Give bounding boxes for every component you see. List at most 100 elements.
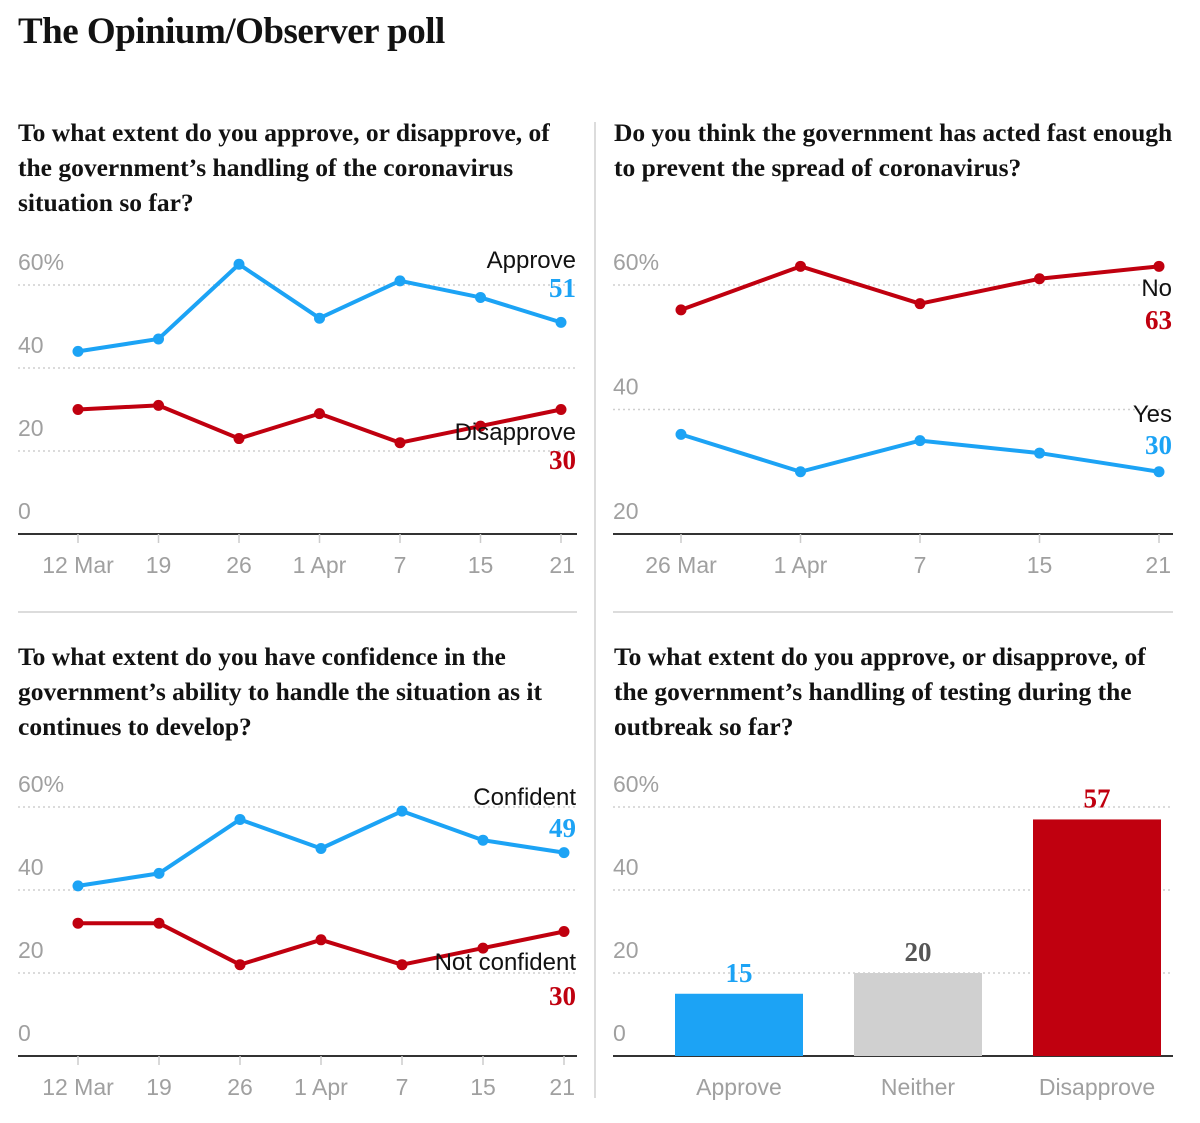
data-point: [795, 260, 806, 272]
x-tick-label: 21: [1145, 552, 1171, 578]
bar-value-label: 20: [905, 937, 932, 967]
chart1-title: To what extent do you approve, or disapp…: [18, 118, 550, 217]
data-point: [72, 880, 84, 892]
series-name-label: Disapprove: [455, 419, 576, 446]
series-value-label: 30: [1145, 430, 1172, 460]
chart4-title: To what extent do you approve, or disapp…: [614, 642, 1146, 741]
data-point: [153, 867, 165, 879]
y-tick-label: 60%: [613, 771, 659, 797]
x-tick-label: 1 Apr: [774, 552, 828, 578]
bar-neither: [854, 973, 982, 1056]
x-tick-label: 26: [226, 552, 252, 578]
x-tick-label: 26: [227, 1074, 253, 1100]
x-tick-label: 7: [396, 1074, 409, 1100]
x-tick-label: 21: [549, 1074, 575, 1100]
series-name-label: Approve: [487, 247, 576, 274]
data-point: [233, 258, 245, 270]
series-line-approve: [77, 262, 562, 354]
series-name-label: Not confident: [435, 949, 577, 976]
series-name-label: Yes: [1133, 401, 1172, 428]
data-point: [1153, 466, 1165, 478]
data-point: [153, 399, 164, 411]
data-point: [153, 333, 164, 345]
bar-approve: [675, 993, 803, 1056]
data-point: [555, 404, 567, 415]
series-value-label: 30: [549, 445, 576, 475]
x-tick-label: Neither: [881, 1074, 955, 1100]
data-point: [72, 404, 84, 415]
y-tick-label: 60%: [613, 249, 659, 275]
bar-disapprove: [1033, 819, 1161, 1056]
x-tick-label: 1 Apr: [294, 1074, 348, 1100]
data-point: [475, 420, 486, 432]
x-tick-label: 15: [1027, 552, 1053, 578]
data-point: [477, 942, 489, 954]
y-tick-label: 20: [18, 937, 44, 963]
y-tick-label: 40: [18, 332, 44, 358]
x-tick-label: Disapprove: [1039, 1074, 1155, 1100]
data-point: [914, 435, 926, 447]
data-point: [315, 843, 327, 854]
data-point: [558, 847, 570, 859]
bar-value-label: 15: [726, 958, 753, 988]
x-tick-label: 26 Mar: [645, 552, 717, 578]
series-name-label: Confident: [473, 784, 576, 811]
data-point: [1034, 447, 1045, 459]
data-point: [914, 298, 926, 310]
page-title: The Opinium/Observer poll: [18, 11, 445, 52]
data-point: [675, 428, 687, 440]
data-point: [314, 312, 325, 324]
y-tick-label: 40: [18, 854, 44, 880]
data-point: [72, 345, 84, 357]
x-tick-label: 7: [394, 552, 407, 578]
data-point: [675, 304, 687, 316]
y-tick-label: 0: [18, 498, 31, 524]
series-value-label: 30: [549, 981, 576, 1011]
series-value-label: 49: [549, 813, 576, 843]
data-point: [72, 917, 84, 929]
data-point: [234, 813, 246, 825]
y-tick-label: 40: [613, 854, 639, 880]
data-point: [558, 926, 570, 937]
data-point: [477, 834, 489, 846]
y-tick-label: 20: [18, 415, 44, 441]
y-tick-label: 20: [613, 937, 639, 963]
data-point: [795, 466, 806, 478]
chart3-title: To what extent do you have confidence in…: [18, 642, 542, 741]
y-tick-label: 0: [613, 1020, 626, 1046]
data-point: [475, 291, 486, 303]
y-tick-label: 20: [613, 498, 639, 524]
x-tick-label: 12 Mar: [42, 552, 114, 578]
data-point: [1153, 260, 1165, 272]
y-tick-label: 60%: [18, 249, 64, 275]
y-tick-label: 0: [18, 1020, 31, 1046]
bar-value-label: 57: [1084, 783, 1111, 813]
data-point: [153, 917, 165, 929]
x-tick-label: 12 Mar: [42, 1074, 114, 1100]
series-name-label: No: [1141, 275, 1172, 302]
data-point: [1034, 273, 1045, 285]
data-point: [394, 437, 406, 449]
data-point: [233, 433, 245, 445]
data-point: [315, 934, 327, 946]
data-point: [396, 805, 408, 817]
data-point: [394, 275, 406, 287]
data-point: [234, 959, 246, 971]
data-point: [314, 408, 325, 420]
x-tick-label: 21: [549, 552, 575, 578]
x-tick-label: 15: [468, 552, 494, 578]
x-tick-label: 19: [146, 552, 172, 578]
chart2-title: Do you think the government has acted fa…: [614, 118, 1173, 182]
x-tick-label: 15: [470, 1074, 496, 1100]
x-tick-label: Approve: [696, 1074, 782, 1100]
y-tick-label: 40: [613, 374, 639, 400]
series-value-label: 63: [1145, 305, 1172, 335]
x-tick-label: 7: [914, 552, 927, 578]
data-point: [396, 959, 408, 971]
x-tick-label: 1 Apr: [293, 552, 347, 578]
y-tick-label: 60%: [18, 771, 64, 797]
series-value-label: 51: [549, 273, 576, 303]
x-tick-label: 19: [146, 1074, 172, 1100]
